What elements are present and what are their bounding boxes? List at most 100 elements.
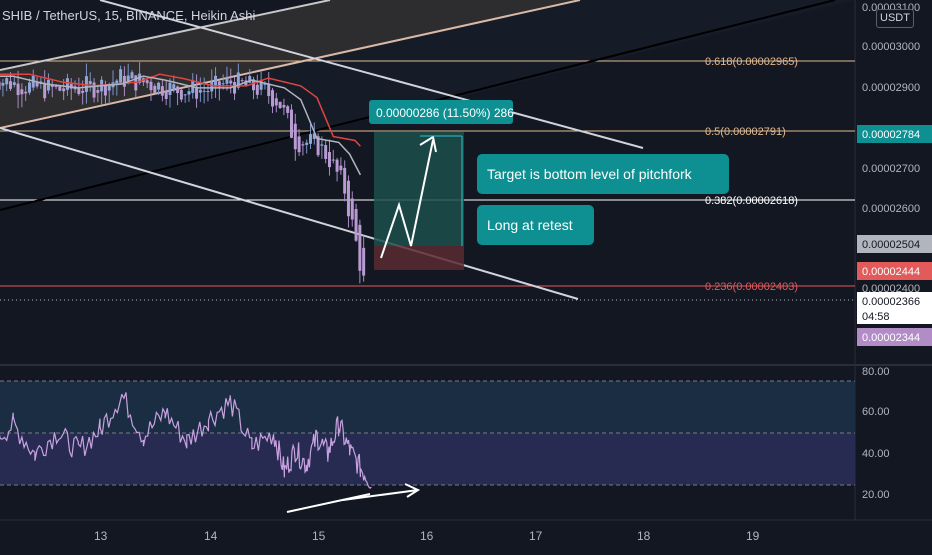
candle-body: [130, 72, 134, 79]
candle-body: [77, 87, 81, 94]
candle-body: [96, 90, 100, 93]
candle-body: [233, 82, 237, 94]
channel-upper-line[interactable]: [99, 0, 644, 149]
trade-profit-zone[interactable]: [374, 132, 464, 246]
candle-body: [278, 101, 282, 109]
rsi-tick: 60.00: [862, 406, 890, 418]
candle-body: [92, 82, 96, 98]
candle-body: [259, 79, 263, 90]
time-tick: 14: [204, 529, 218, 543]
candle-body: [252, 79, 256, 91]
time-tick: 19: [746, 529, 760, 543]
time-tick: 18: [637, 529, 651, 543]
rsi-upper-zone: [0, 381, 855, 433]
candle-body: [271, 90, 275, 107]
projection-arrowhead: [419, 135, 437, 153]
candle-body: [122, 75, 126, 87]
candle-body: [65, 78, 69, 90]
trade-label-text: 0.00000286 (11.50%) 286: [376, 106, 514, 120]
candle-body: [335, 159, 339, 172]
price-badge-stop-text: 0.00002444: [862, 266, 920, 278]
candle-body: [0, 81, 1, 90]
candle-body: [5, 78, 9, 85]
candle-body: [84, 76, 88, 92]
candle-body: [301, 144, 305, 146]
time-tick: 17: [529, 529, 543, 543]
trade-loss-zone[interactable]: [374, 246, 464, 270]
rsi-projection-arrow: [342, 489, 419, 501]
long-annotation-text: Long at retest: [487, 217, 573, 233]
candle-body: [214, 75, 218, 87]
candle-body: [149, 81, 153, 91]
candle-body: [24, 91, 28, 94]
candle-body: [168, 82, 172, 95]
candle-body: [172, 84, 176, 89]
candle-body: [183, 94, 187, 96]
candle-body: [16, 83, 20, 96]
candle-body: [324, 145, 328, 159]
price-badge-stop: [857, 262, 932, 280]
candle-body: [20, 89, 24, 95]
price-badge-entry-text: 0.00002504: [862, 239, 920, 251]
rsi-line: [0, 392, 372, 490]
candle-body: [107, 83, 111, 91]
candle-body: [164, 90, 168, 99]
candle-body: [297, 136, 301, 153]
candle-body: [293, 123, 297, 150]
candle-body: [217, 81, 221, 88]
moving-average-gray: [0, 75, 362, 176]
candle-body: [119, 69, 123, 83]
symbol-title[interactable]: SHIB / TetherUS, 15, BINANCE, Heikin Ash…: [2, 8, 256, 23]
candle-body: [331, 159, 335, 161]
candle-body: [145, 80, 149, 84]
candle-body: [308, 134, 312, 144]
candle-body: [103, 85, 107, 96]
candle-body: [176, 86, 180, 94]
candle-body: [320, 144, 324, 146]
fib-label-0618: 0.618(0.00002965): [705, 56, 798, 68]
price-badge-current: [857, 292, 932, 324]
currency-badge[interactable]: USDT: [876, 9, 914, 28]
moving-averages-layer: [0, 73, 362, 176]
candle-body: [343, 167, 347, 194]
pitchfork-upper-inner-line[interactable]: [0, 0, 581, 129]
candle-body: [236, 72, 240, 88]
candle-body: [267, 84, 271, 97]
candle-body: [187, 91, 191, 95]
candle-body: [316, 136, 320, 156]
price-badge-last-text: 0.00002344: [862, 332, 920, 344]
rsi-tick: 20.00: [862, 489, 890, 501]
rsi-tick: 80.00: [862, 366, 890, 378]
price-badge-target: [857, 125, 932, 143]
candle-body: [43, 82, 47, 99]
long-annotation-box[interactable]: [477, 205, 594, 245]
price-badge-target-text: 0.00002784: [862, 129, 920, 141]
candle-body: [115, 80, 119, 85]
candle-body: [305, 142, 309, 145]
candle-body: [346, 180, 350, 217]
candle-body: [195, 86, 199, 99]
candle-body: [290, 109, 294, 138]
time-tick: 13: [94, 529, 108, 543]
candle-body: [274, 98, 278, 106]
price-badge-countdown-text: 04:58: [862, 311, 890, 323]
candle-body: [206, 91, 210, 93]
candle-body: [282, 104, 286, 108]
rsi-band: [0, 433, 855, 485]
channel-lower-line[interactable]: [0, 127, 579, 300]
candle-body: [126, 75, 130, 82]
time-tick: 16: [420, 529, 434, 543]
rsi-divergence-line: [286, 493, 371, 513]
candle-body: [339, 165, 343, 171]
candle-body: [362, 247, 366, 276]
target-annotation-box[interactable]: [477, 154, 729, 194]
candle-body: [54, 86, 58, 88]
candle-body: [263, 83, 267, 85]
candle-body: [210, 81, 214, 92]
candle-body: [12, 82, 16, 86]
fib-label-0236: 0.236(0.00002403): [705, 281, 798, 293]
trade-label-box[interactable]: [369, 100, 513, 124]
pitchfork-upper-line[interactable]: [0, 0, 331, 71]
